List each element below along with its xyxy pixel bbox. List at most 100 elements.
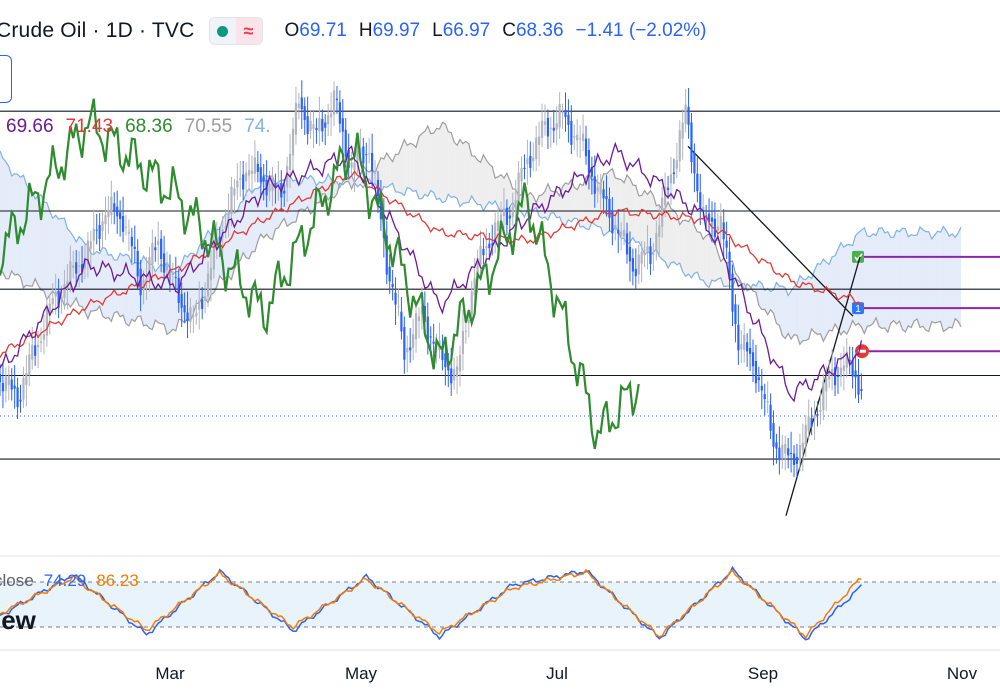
candle-body [4, 376, 7, 392]
candle-body [78, 265, 81, 267]
senkou-b-line [0, 121, 962, 346]
collapse-legend-button[interactable] [0, 55, 12, 103]
candle-body [34, 345, 37, 356]
candle-body [321, 118, 324, 132]
candle-body [218, 236, 221, 246]
candle-body [10, 379, 13, 390]
candle-body [69, 261, 72, 284]
candle-body [702, 206, 705, 211]
status-badges[interactable]: ≈ [208, 17, 263, 45]
cloud-segment [52, 215, 56, 295]
candle-body [728, 251, 731, 279]
cloud-segment [407, 143, 411, 189]
cloud-segment [890, 237, 894, 324]
candle-body [511, 206, 514, 218]
cloud-segment [11, 173, 15, 276]
candle-body [22, 378, 25, 400]
candle-body [39, 341, 43, 344]
cloud-segment [128, 255, 132, 326]
cloud-segment [392, 154, 396, 192]
senkou-b-value: 70.55 [184, 116, 233, 137]
candle-body [36, 344, 40, 348]
candle-body [760, 385, 763, 391]
candle-body [189, 307, 192, 323]
candle-body [743, 335, 746, 351]
cloud-segment [676, 214, 680, 265]
cloud-segment [685, 220, 689, 277]
cloud-segment [902, 228, 906, 332]
symbol-title[interactable]: Crude Oil · 1D · TVC [0, 19, 195, 42]
candle-body [259, 167, 262, 183]
cloud-segment [577, 183, 581, 228]
candle-body [825, 377, 828, 392]
x-tick-jul: Jul [546, 664, 568, 683]
candle-body [329, 113, 333, 118]
candle-body [836, 375, 840, 378]
cloud-segment [17, 174, 21, 277]
cloud-segment [35, 195, 39, 286]
cloud-segment [922, 229, 926, 331]
cloud-segment [427, 125, 431, 197]
candle-body [772, 423, 775, 447]
candle-body [28, 354, 31, 376]
cloud-segment [586, 173, 589, 230]
high-value: 69.97 [372, 20, 421, 41]
candle-body [233, 188, 236, 196]
cloud-segment [887, 231, 891, 333]
candle-body [637, 254, 640, 275]
candle-body [110, 196, 113, 215]
candle-body [423, 305, 426, 322]
cloud-segment [682, 220, 686, 277]
candle-body [467, 319, 470, 323]
candle-body [66, 281, 69, 289]
candle-body [696, 173, 699, 192]
cloud-segment [588, 173, 592, 230]
candle-body [634, 268, 637, 277]
cloud-segment [240, 201, 244, 261]
cloud-segment [495, 176, 499, 207]
candle-body [716, 226, 719, 231]
watermark-text: iew [0, 605, 36, 635]
candle-body [790, 453, 793, 455]
candle-body [403, 327, 406, 360]
cloud-segment [413, 144, 417, 192]
cloud-segment [246, 188, 250, 259]
cloud-segment [380, 157, 384, 193]
candle-body [51, 298, 54, 305]
candle-body [1, 383, 5, 392]
cloud-segment [709, 234, 712, 288]
cloud-segment [228, 209, 232, 280]
cloud-segment [668, 201, 671, 269]
candle-body [385, 235, 388, 275]
candle-body [130, 236, 133, 247]
cloud-segment [796, 275, 800, 345]
candle-body [860, 389, 863, 392]
candle-body [48, 303, 51, 317]
cloud-segment [583, 177, 586, 229]
candle-body [535, 137, 538, 160]
cloud-segment [61, 218, 65, 306]
candle-body [494, 222, 497, 245]
candle-body [599, 183, 602, 195]
cloud-segment [627, 175, 630, 245]
candle-body [567, 114, 570, 125]
candle-body [687, 106, 690, 125]
candle-body [206, 273, 210, 297]
candle-body [584, 138, 588, 157]
candle-body [514, 199, 517, 209]
candle-body [412, 334, 415, 348]
cloud-segment [937, 231, 941, 323]
cloud-segment [275, 182, 279, 229]
candle-body [854, 370, 857, 378]
candle-body [833, 367, 837, 386]
candle-body [552, 127, 555, 131]
cloud-segment [152, 264, 156, 330]
candle-body [842, 365, 845, 371]
cloud-segment [893, 230, 897, 324]
candle-body [429, 336, 432, 338]
kijun-value: 71.43 [65, 116, 114, 137]
candle-body [356, 150, 359, 165]
candle-body [394, 292, 397, 305]
candle-body [620, 231, 623, 236]
